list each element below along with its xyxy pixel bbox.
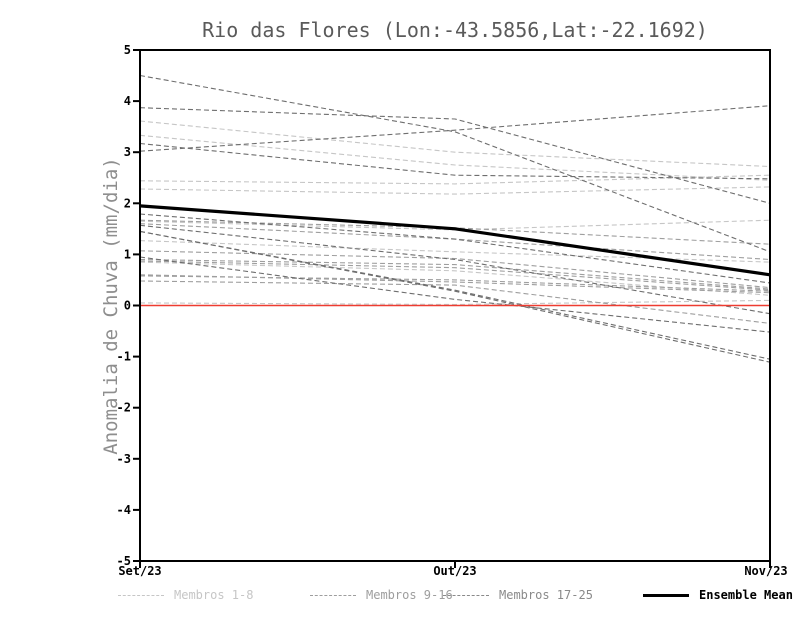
y-tick-label: -5 bbox=[117, 554, 131, 568]
solid-line-sample-icon bbox=[643, 593, 689, 597]
member-line bbox=[139, 105, 771, 152]
legend-item-ensemble-mean: Ensemble Mean bbox=[643, 586, 793, 604]
member-line bbox=[139, 120, 771, 168]
x-tick-label: Set/23 bbox=[118, 564, 161, 578]
member-line bbox=[139, 107, 771, 204]
dashed-line-sample-icon bbox=[118, 594, 164, 596]
member-line bbox=[139, 240, 771, 263]
member-line bbox=[139, 275, 771, 292]
member-line bbox=[139, 230, 771, 360]
y-tick-label: -4 bbox=[117, 503, 131, 517]
member-line bbox=[139, 174, 771, 185]
x-tick-label: Out/23 bbox=[433, 564, 476, 578]
y-tick-label: 2 bbox=[124, 196, 131, 210]
member-line bbox=[139, 260, 771, 291]
member-line bbox=[139, 230, 771, 363]
member-line bbox=[139, 219, 771, 245]
legend: Membros 1-8 Membros 9-16 Membros 17-25 E… bbox=[0, 586, 800, 610]
legend-label: Ensemble Mean bbox=[699, 588, 793, 602]
legend-label: Membros 1-8 bbox=[174, 588, 254, 602]
dashed-line-sample-icon bbox=[443, 594, 489, 596]
legend-item-membros-9-16: Membros 9-16 bbox=[310, 586, 453, 604]
member-line bbox=[139, 258, 771, 290]
y-tick-label: -3 bbox=[117, 452, 131, 466]
member-line bbox=[139, 186, 771, 195]
dashed-line-sample-icon bbox=[310, 594, 356, 596]
member-line bbox=[139, 261, 771, 296]
chart-title: Rio das Flores (Lon:-43.5856,Lat:-22.169… bbox=[202, 18, 708, 42]
y-tick-label: -2 bbox=[117, 401, 131, 415]
y-tick-label: 1 bbox=[124, 247, 131, 261]
y-tick-label: 4 bbox=[124, 94, 131, 108]
ensemble-mean-line bbox=[139, 204, 771, 277]
member-line bbox=[139, 213, 771, 284]
member-line bbox=[139, 299, 771, 306]
legend-label: Membros 17-25 bbox=[499, 588, 593, 602]
member-line bbox=[139, 256, 771, 333]
y-tick-label: 5 bbox=[124, 43, 131, 57]
member-line bbox=[139, 250, 771, 289]
member-line bbox=[139, 142, 771, 180]
y-tick-label: 0 bbox=[124, 299, 131, 313]
legend-label: Membros 9-16 bbox=[366, 588, 453, 602]
member-line bbox=[139, 280, 771, 324]
x-tick-label: Nov/23 bbox=[744, 564, 787, 578]
member-line bbox=[139, 74, 771, 253]
y-tick-label: -1 bbox=[117, 350, 131, 364]
member-line bbox=[139, 134, 771, 181]
legend-item-membros-17-25: Membros 17-25 bbox=[443, 586, 593, 604]
y-tick-label: 3 bbox=[124, 145, 131, 159]
member-line bbox=[139, 224, 771, 315]
legend-item-membros-1-8: Membros 1-8 bbox=[118, 586, 253, 604]
